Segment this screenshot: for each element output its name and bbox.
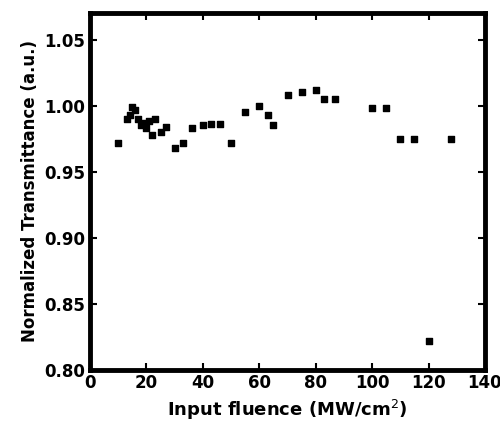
Y-axis label: Normalized Transmittance (a.u.): Normalized Transmittance (a.u.) bbox=[20, 40, 38, 342]
Point bbox=[142, 125, 150, 132]
Point bbox=[298, 89, 306, 96]
Point bbox=[199, 122, 207, 129]
Point bbox=[227, 139, 235, 146]
Point bbox=[122, 115, 130, 122]
Point bbox=[264, 111, 272, 118]
Point bbox=[284, 92, 292, 99]
Point bbox=[208, 121, 216, 128]
Point bbox=[151, 115, 159, 122]
Point bbox=[188, 125, 196, 132]
Point bbox=[148, 131, 156, 138]
Point bbox=[131, 106, 139, 113]
Point bbox=[128, 103, 136, 110]
Point bbox=[312, 86, 320, 93]
Point bbox=[162, 123, 170, 130]
Point bbox=[320, 95, 328, 103]
Point bbox=[256, 102, 264, 109]
Point bbox=[447, 135, 455, 142]
Point bbox=[424, 337, 432, 344]
Point bbox=[396, 135, 404, 142]
Point bbox=[134, 115, 142, 122]
Point bbox=[145, 118, 153, 125]
Point bbox=[137, 122, 145, 129]
X-axis label: Input fluence (MW/cm$^2$): Input fluence (MW/cm$^2$) bbox=[168, 398, 408, 422]
Point bbox=[114, 139, 122, 146]
Point bbox=[140, 119, 147, 126]
Point bbox=[241, 109, 249, 116]
Point bbox=[368, 105, 376, 112]
Point bbox=[216, 121, 224, 128]
Point bbox=[382, 105, 390, 112]
Point bbox=[179, 139, 187, 146]
Point bbox=[126, 111, 134, 118]
Point bbox=[332, 95, 340, 103]
Point bbox=[270, 122, 278, 129]
Point bbox=[170, 144, 178, 151]
Point bbox=[156, 128, 164, 136]
Point bbox=[410, 135, 418, 142]
